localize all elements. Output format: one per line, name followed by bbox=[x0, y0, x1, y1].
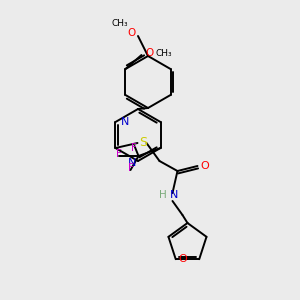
Text: CH₃: CH₃ bbox=[112, 20, 128, 28]
Text: N: N bbox=[170, 190, 179, 200]
Text: O: O bbox=[178, 254, 187, 264]
Text: S: S bbox=[140, 136, 148, 149]
Text: H: H bbox=[159, 190, 167, 200]
Text: N: N bbox=[128, 158, 136, 168]
Text: F: F bbox=[128, 163, 134, 173]
Text: CH₃: CH₃ bbox=[155, 49, 172, 58]
Text: O: O bbox=[127, 28, 135, 38]
Text: O: O bbox=[200, 161, 209, 171]
Text: O: O bbox=[146, 48, 154, 58]
Text: F: F bbox=[130, 143, 136, 153]
Text: N: N bbox=[121, 117, 129, 127]
Text: F: F bbox=[116, 149, 122, 159]
